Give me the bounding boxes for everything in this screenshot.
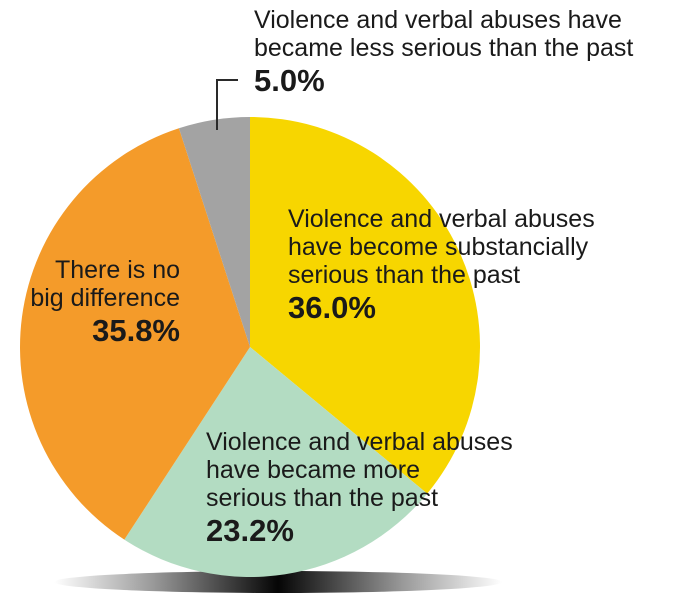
slice-label-no-difference: There is no big difference 35.8% — [8, 256, 180, 349]
slice-label-more-serious: Violence and verbal abuses have became m… — [206, 428, 513, 549]
slice-label-line: serious than the past — [288, 261, 521, 289]
slice-label-line: Violence and verbal abuses — [288, 205, 595, 233]
slice-value-label: 5.0% — [254, 63, 325, 98]
slice-label-substantially-serious: Violence and verbal abuses have become s… — [288, 205, 595, 326]
slice-value-label: 36.0% — [288, 290, 376, 325]
slice-value-label: 35.8% — [92, 313, 180, 348]
slice-label-line: big difference — [30, 284, 180, 312]
leader-line — [216, 79, 238, 130]
slice-value-label: 23.2% — [206, 513, 294, 548]
slice-substantially-serious — [250, 117, 481, 494]
slice-more-serious — [124, 347, 428, 578]
slice-label-line: There is no — [54, 256, 180, 284]
pie-shadow — [54, 571, 502, 593]
slice-no-difference — [20, 128, 251, 540]
slice-label-line: became less serious than the past — [254, 34, 634, 62]
slice-label-line: serious than the past — [206, 484, 439, 512]
slice-label-line: have became more — [206, 456, 421, 484]
slice-label-less-serious: Violence and verbal abuses have became l… — [254, 6, 633, 99]
slice-label-line: Violence and verbal abuses — [206, 428, 513, 456]
slice-label-line: have become substancially — [288, 233, 589, 261]
slice-label-line: Violence and verbal abuses have — [254, 6, 622, 34]
slice-less-serious — [178, 117, 250, 347]
